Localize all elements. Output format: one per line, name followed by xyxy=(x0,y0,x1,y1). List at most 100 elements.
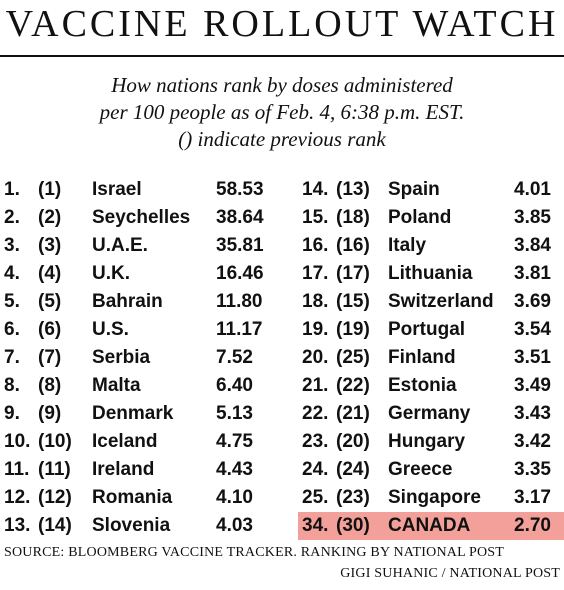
rank-number: 4. xyxy=(4,263,20,284)
doses-value: 3.51 xyxy=(514,347,551,368)
rank-number: 13. xyxy=(4,515,31,536)
previous-rank: (21) xyxy=(336,403,370,424)
ranking-row-highlighted: 34. (30) CANADA 2.70 xyxy=(298,512,564,540)
country-name: Italy xyxy=(388,235,427,256)
ranking-row: 24. (24) Greece 3.35 xyxy=(298,456,564,484)
ranking-row: 17. (17) Lithuania 3.81 xyxy=(298,260,564,288)
rank-number: 10. xyxy=(4,431,31,452)
ranking-row: 23. (20) Hungary 3.42 xyxy=(298,428,564,456)
country-name: Spain xyxy=(388,179,440,200)
country-name: Greece xyxy=(388,459,453,480)
country-name: Portugal xyxy=(388,319,466,340)
ranking-row: 15. (18) Poland 3.85 xyxy=(298,204,564,232)
doses-value: 4.43 xyxy=(216,459,253,480)
country-name: Israel xyxy=(92,179,142,200)
previous-rank: (25) xyxy=(336,347,370,368)
previous-rank: (17) xyxy=(336,263,370,284)
country-name: Switzerland xyxy=(388,291,494,312)
country-name: U.A.E. xyxy=(92,235,148,256)
doses-value: 6.40 xyxy=(216,375,253,396)
subtitle-line: How nations rank by doses administered xyxy=(111,73,453,97)
doses-value: 4.10 xyxy=(216,487,253,508)
doses-value: 38.64 xyxy=(216,207,264,228)
previous-rank: (4) xyxy=(38,263,62,284)
rank-number: 20. xyxy=(302,347,329,368)
rank-number: 11. xyxy=(4,459,30,480)
subtitle-line: per 100 people as of Feb. 4, 6:38 p.m. E… xyxy=(99,100,465,124)
rank-number: 18. xyxy=(302,291,329,312)
country-name: Malta xyxy=(92,375,141,396)
country-name: Singapore xyxy=(388,487,481,508)
country-name: U.K. xyxy=(92,263,130,284)
country-name: Seychelles xyxy=(92,207,191,228)
previous-rank: (1) xyxy=(38,179,62,200)
country-name: Bahrain xyxy=(92,291,163,312)
country-name: Slovenia xyxy=(92,515,171,536)
previous-rank: (2) xyxy=(38,207,62,228)
rank-number: 14. xyxy=(302,179,329,200)
country-name: Finland xyxy=(388,347,456,368)
rank-number: 5. xyxy=(4,291,20,312)
ranking-row: 20. (25) Finland 3.51 xyxy=(298,344,564,372)
doses-value: 11.80 xyxy=(216,291,263,312)
rank-number: 22. xyxy=(302,403,329,424)
doses-value: 3.42 xyxy=(514,431,551,452)
country-name: CANADA xyxy=(388,515,471,536)
rank-number: 15. xyxy=(302,207,329,228)
rank-number: 24. xyxy=(302,459,329,480)
previous-rank: (15) xyxy=(336,291,370,312)
rank-number: 17. xyxy=(302,263,329,284)
country-name: Estonia xyxy=(388,375,457,396)
previous-rank: (5) xyxy=(38,291,62,312)
rank-number: 23. xyxy=(302,431,329,452)
previous-rank: (3) xyxy=(38,235,62,256)
doses-value: 5.13 xyxy=(216,403,253,424)
country-name: Serbia xyxy=(92,347,151,368)
doses-value: 3.17 xyxy=(514,487,551,508)
doses-value: 3.43 xyxy=(514,403,551,424)
previous-rank: (7) xyxy=(38,347,62,368)
doses-value: 3.69 xyxy=(514,291,551,312)
doses-value: 3.85 xyxy=(514,207,551,228)
country-name: Denmark xyxy=(92,403,174,424)
previous-rank: (10) xyxy=(38,431,72,452)
ranking-row: 19. (19) Portugal 3.54 xyxy=(298,316,564,344)
credit-line: GIGI SUHANIC / NATIONAL POST xyxy=(340,566,560,581)
source-note: SOURCE: BLOOMBERG VACCINE TRACKER. RANKI… xyxy=(4,545,505,560)
country-name: Romania xyxy=(92,487,173,508)
rank-number: 9. xyxy=(4,403,20,424)
rank-number: 2. xyxy=(4,207,20,228)
ranking-row: 18. (15) Switzerland 3.69 xyxy=(298,288,564,316)
doses-value: 3.84 xyxy=(514,235,551,256)
previous-rank: (23) xyxy=(336,487,370,508)
subtitle: How nations rank by doses administered p… xyxy=(0,72,564,153)
previous-rank: (11) xyxy=(38,459,71,480)
rank-number: 3. xyxy=(4,235,20,256)
previous-rank: (18) xyxy=(336,207,370,228)
subtitle-line: () indicate previous rank xyxy=(178,127,386,151)
country-name: Hungary xyxy=(388,431,466,452)
rank-number: 8. xyxy=(4,375,20,396)
country-name: Iceland xyxy=(92,431,158,452)
ranking-row: 21. (22) Estonia 3.49 xyxy=(298,372,564,400)
doses-value: 3.81 xyxy=(514,263,551,284)
doses-value: 11.17 xyxy=(216,319,263,340)
doses-value: 4.03 xyxy=(216,515,253,536)
previous-rank: (6) xyxy=(38,319,62,340)
rank-number: 7. xyxy=(4,347,20,368)
previous-rank: (19) xyxy=(336,319,370,340)
doses-value: 7.52 xyxy=(216,347,253,368)
rank-number: 1. xyxy=(4,179,20,200)
ranking-row: 16. (16) Italy 3.84 xyxy=(298,232,564,260)
ranking-column-right: 14. (13) Spain 4.01 15. (18) Poland 3.85 16. (16)… xyxy=(298,176,564,540)
previous-rank: (16) xyxy=(336,235,370,256)
country-name: Germany xyxy=(388,403,471,424)
rank-number: 34. xyxy=(302,515,329,536)
country-name: Poland xyxy=(388,207,452,228)
rank-number: 21. xyxy=(302,375,329,396)
doses-value: 4.75 xyxy=(216,431,253,452)
previous-rank: (12) xyxy=(38,487,72,508)
doses-value: 3.35 xyxy=(514,459,551,480)
rank-number: 25. xyxy=(302,487,329,508)
doses-value: 3.54 xyxy=(514,319,551,340)
